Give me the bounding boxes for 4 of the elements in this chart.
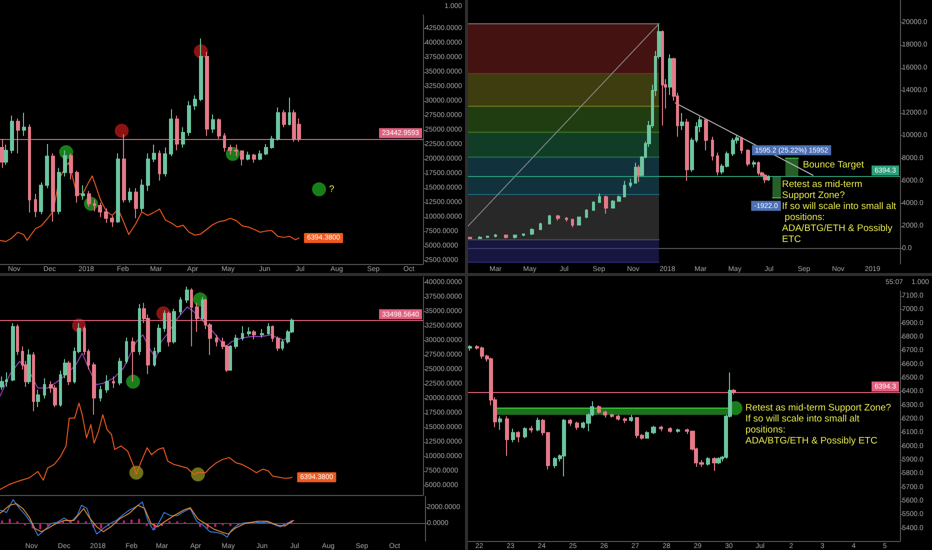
annotation: ? bbox=[329, 184, 334, 195]
annotation: Retest as mid-term Support Zone? If so will scale into small alt positions: ADA/BTG/ETH & Possibly ETC bbox=[745, 402, 892, 447]
annotation: Bounce Target bbox=[802, 160, 864, 171]
annotation: Retest as mid-term Support Zone? If so will scale into small alt positions: ADA/BTG/ETH & Possibly ETC bbox=[782, 178, 896, 245]
